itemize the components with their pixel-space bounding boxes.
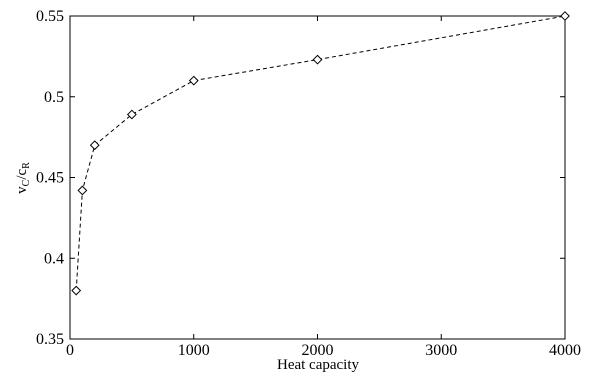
y-axis-title: vC/cR xyxy=(14,162,32,194)
x-tick-label: 4000 xyxy=(549,342,581,359)
y-tick-label: 0.55 xyxy=(36,8,64,25)
data-point-marker xyxy=(89,140,100,151)
x-tick-label: 3000 xyxy=(425,342,457,359)
series-line xyxy=(75,15,566,291)
data-point-marker xyxy=(77,185,88,196)
y-tick-label: 0.5 xyxy=(44,89,64,106)
y-tick-label: 0.4 xyxy=(44,250,64,267)
tick-labels: 0 1000 2000 3000 4000 0.35 0.4 0.45 0.5 0.55 xyxy=(36,8,581,359)
x-tick-label: 0 xyxy=(66,342,74,359)
x-axis-title: Heat capacity xyxy=(277,357,360,373)
y-axis-title-sub-c: C xyxy=(21,179,32,186)
y-axis-title-sub-r: R xyxy=(21,162,32,169)
data-point-marker xyxy=(71,285,82,296)
y-tick-label: 0.45 xyxy=(36,170,64,187)
data-point-marker xyxy=(560,11,570,21)
data-point-marker xyxy=(126,109,137,120)
series-markers xyxy=(71,11,570,296)
y-axis-title-main: v xyxy=(14,186,30,194)
data-point-marker xyxy=(312,54,323,65)
y-axis-title-slash: /c xyxy=(14,168,30,179)
data-point-marker xyxy=(188,75,199,86)
x-tick-label: 1000 xyxy=(178,342,210,359)
x-tick-label: 2000 xyxy=(302,342,334,359)
y-tick-label: 0.35 xyxy=(36,331,64,348)
